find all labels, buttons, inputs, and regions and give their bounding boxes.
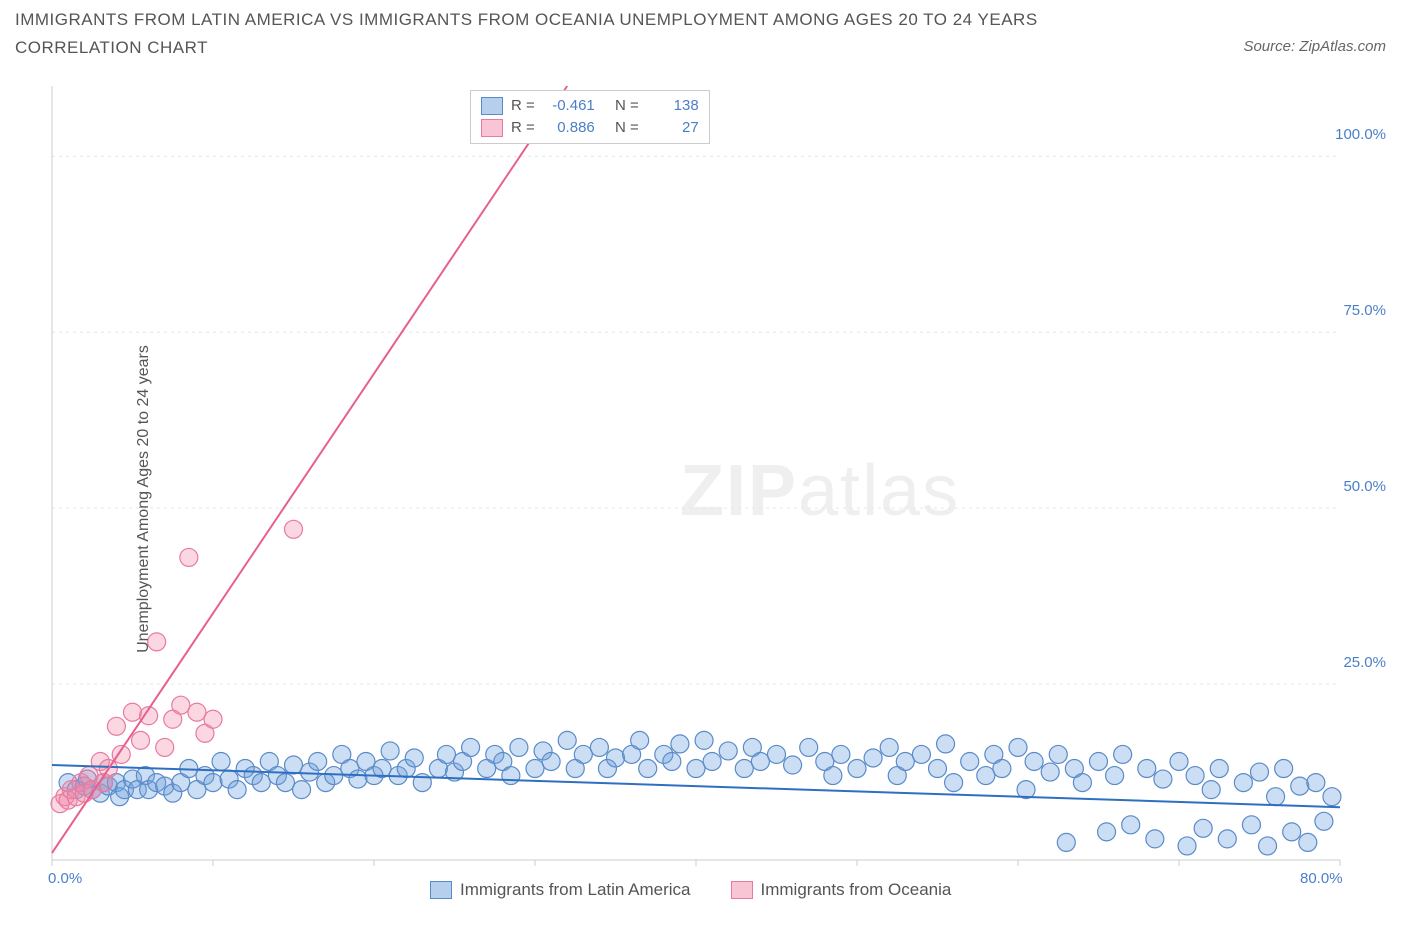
x-tick-label: 80.0% (1300, 870, 1343, 887)
legend-swatch (430, 881, 452, 899)
stats-row: R = 0.886 N = 27 (481, 117, 699, 139)
r-label: R = (511, 117, 535, 139)
n-value: 138 (647, 95, 699, 117)
y-tick-label: 25.0% (1343, 654, 1386, 671)
chart-title-line2: CORRELATION CHART (15, 38, 208, 58)
stats-swatch (481, 119, 503, 137)
r-value: 0.886 (543, 117, 595, 139)
x-tick-label: 0.0% (48, 870, 82, 887)
n-value: 27 (647, 117, 699, 139)
n-label: N = (615, 117, 639, 139)
source-attribution: Source: ZipAtlas.com (1243, 38, 1386, 55)
y-tick-label: 100.0% (1335, 126, 1386, 143)
r-value: -0.461 (543, 95, 595, 117)
stats-swatch (481, 97, 503, 115)
legend-item: Immigrants from Latin America (430, 880, 691, 900)
stats-row: R = -0.461 N = 138 (481, 95, 699, 117)
y-axis-label: Unemployment Among Ages 20 to 24 years (135, 345, 153, 653)
n-label: N = (615, 95, 639, 117)
legend-item: Immigrants from Oceania (731, 880, 952, 900)
correlation-stats-box: R = -0.461 N = 138 R = 0.886 N = 27 (470, 90, 710, 144)
legend-swatch (731, 881, 753, 899)
chart-container: ZIPatlas Unemployment Among Ages 20 to 2… (0, 70, 1406, 900)
y-tick-label: 75.0% (1343, 302, 1386, 319)
legend-label: Immigrants from Oceania (761, 880, 952, 900)
series-legend: Immigrants from Latin America Immigrants… (430, 880, 951, 900)
chart-title-line1: IMMIGRANTS FROM LATIN AMERICA VS IMMIGRA… (15, 10, 1038, 30)
legend-label: Immigrants from Latin America (460, 880, 691, 900)
r-label: R = (511, 95, 535, 117)
y-tick-label: 50.0% (1343, 478, 1386, 495)
scatter-plot-svg (0, 70, 1406, 900)
